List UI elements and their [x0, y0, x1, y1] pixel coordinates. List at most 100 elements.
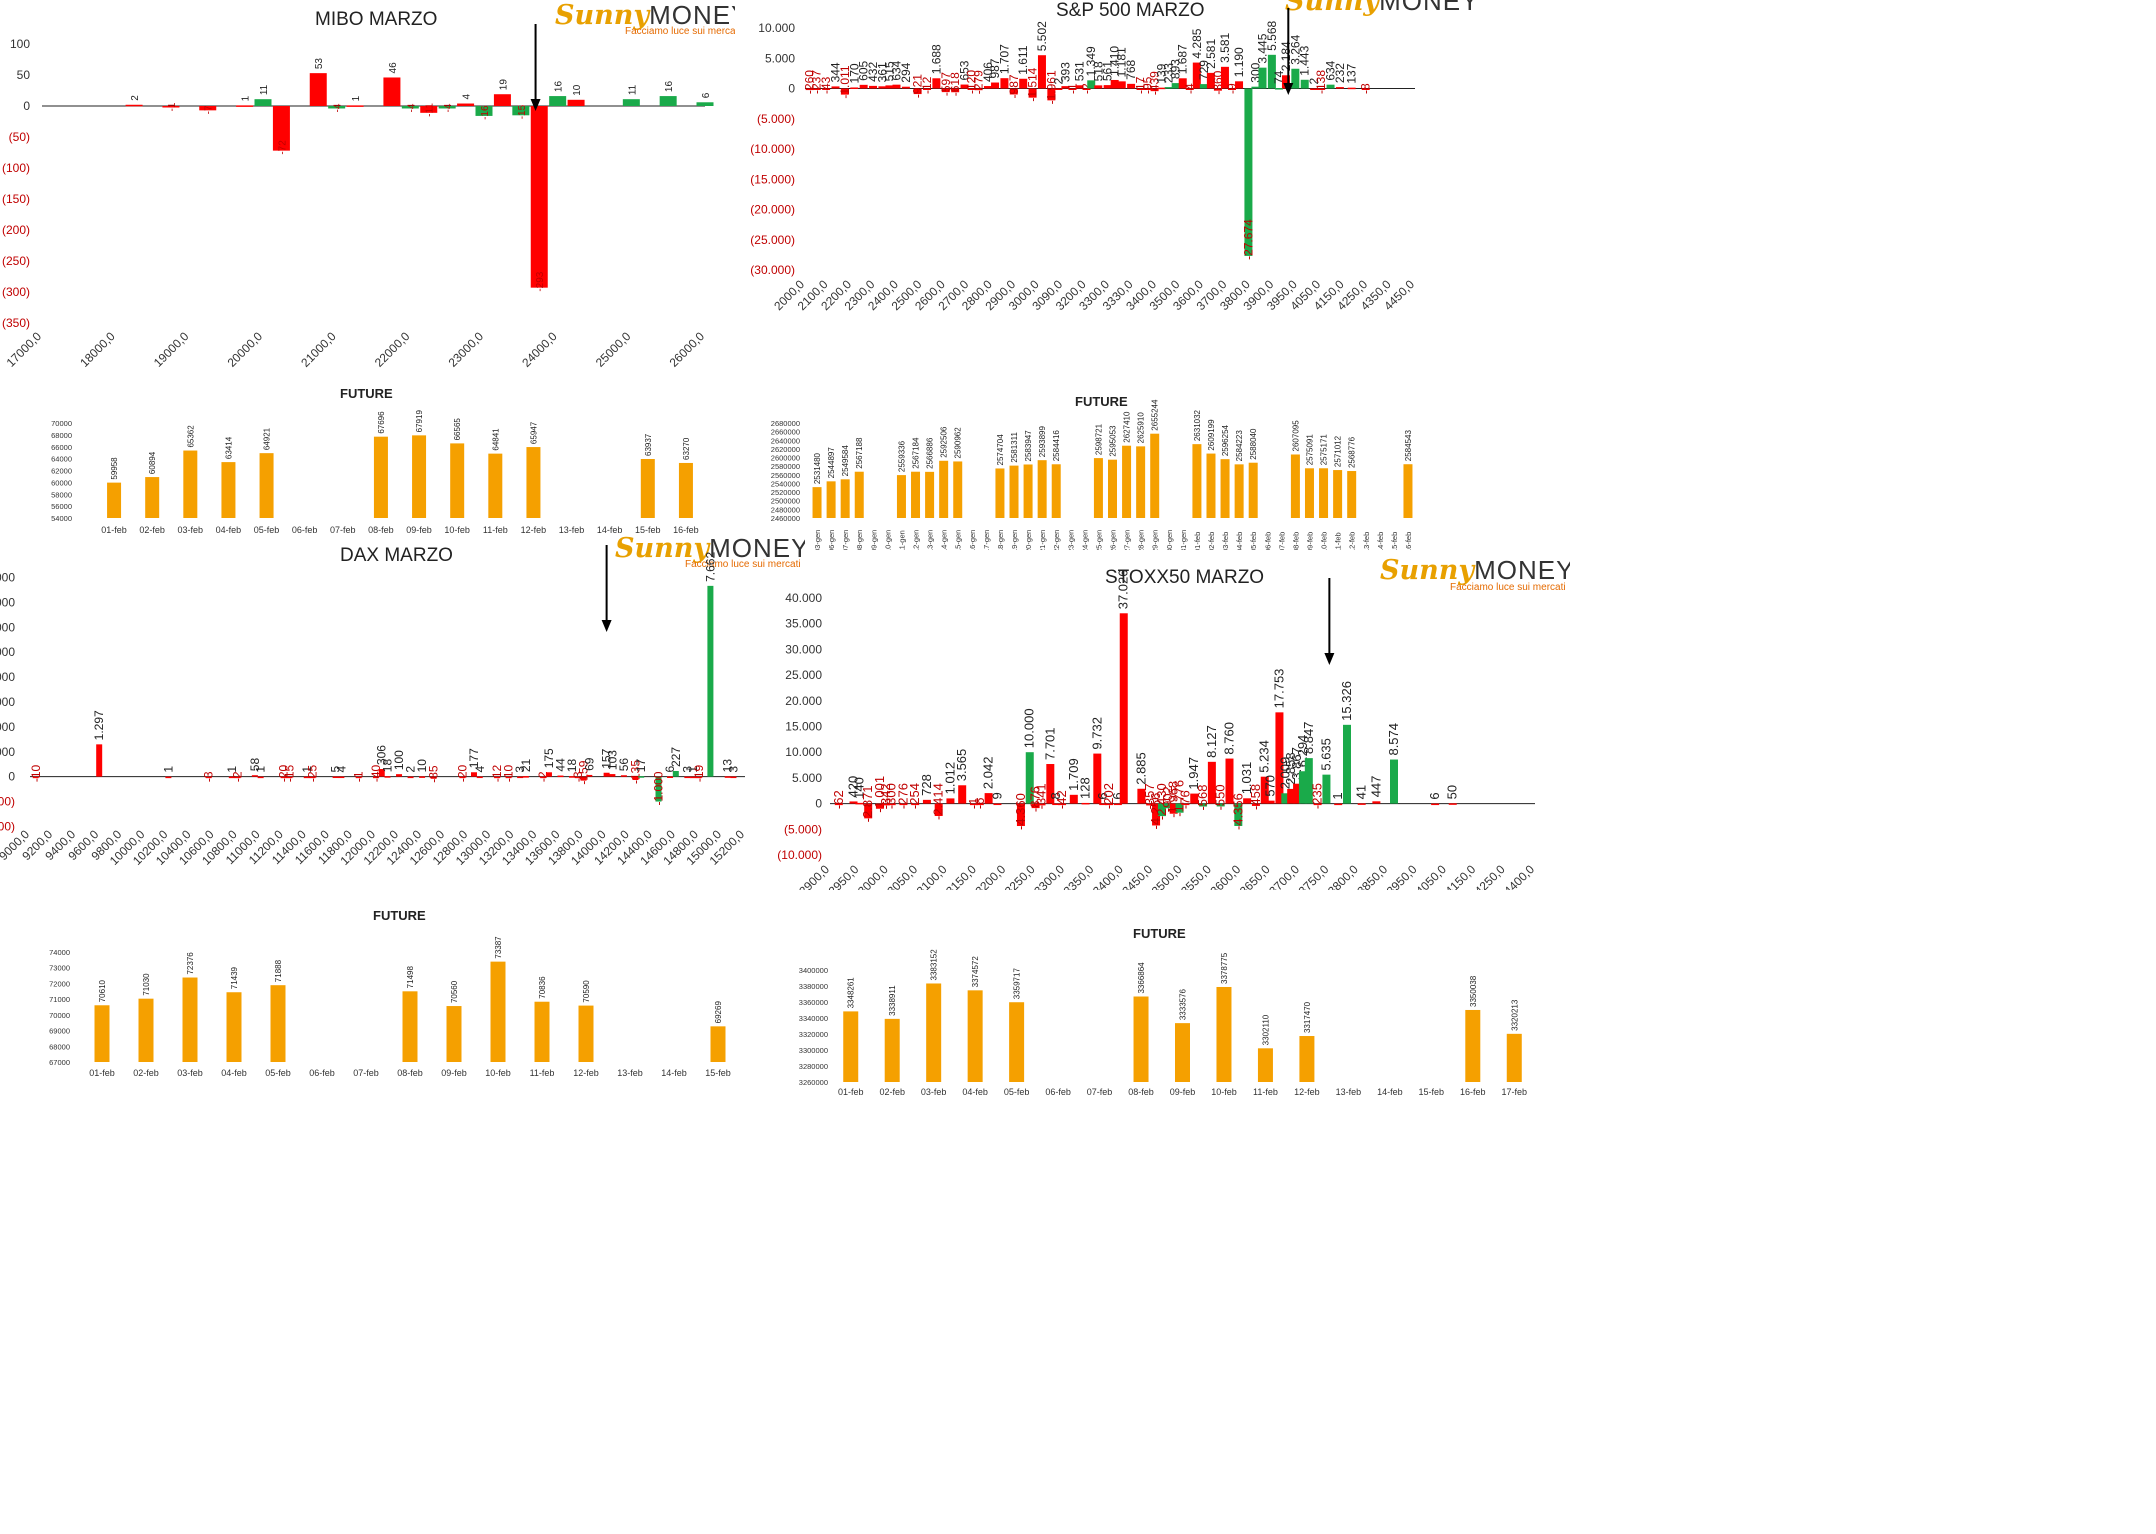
x-tick-label: 12-gen: [912, 530, 921, 550]
bar: [885, 85, 894, 89]
bar: [396, 774, 403, 777]
data-label: 1.181: [1115, 47, 1129, 77]
y-tick-label: 10.000: [785, 745, 822, 759]
x-tick-label: 18-gen: [996, 530, 1005, 550]
bar: [1093, 753, 1102, 804]
data-label: 66565: [453, 418, 462, 441]
data-label: -1.011: [838, 65, 852, 98]
x-tick-label: 09-feb: [441, 1068, 467, 1078]
data-label: 56: [617, 758, 631, 772]
data-label: 17.753: [1271, 669, 1286, 709]
data-label: 139: [1155, 63, 1169, 83]
data-label: 3383152: [930, 949, 939, 981]
y-tick-label: 100: [10, 37, 30, 51]
data-label: 3348261: [847, 977, 856, 1009]
data-label: -4.360: [1013, 793, 1028, 830]
x-tick-label: 06-gen: [827, 530, 836, 550]
chart-stoxx: STOXX50 MARZO SunnyMONEY Facciamo luce s…: [760, 550, 1570, 890]
x-tick-label: 04-feb: [962, 1087, 988, 1097]
data-label: -2: [1080, 83, 1094, 94]
x-tick-label: 05-feb: [254, 525, 280, 535]
future-bar: [270, 985, 286, 1062]
bar: [1181, 803, 1190, 806]
data-label: -341: [1034, 783, 1049, 809]
bar: [272, 106, 290, 151]
data-label: 103: [605, 750, 619, 770]
future-bar: [884, 1018, 900, 1082]
bar: [332, 776, 339, 779]
bar: [1291, 68, 1300, 89]
y-tick-label: 2680000: [771, 419, 800, 428]
x-tick-label: 08-feb: [1291, 532, 1300, 550]
y-tick-label: (20.000): [750, 203, 795, 217]
chart-title: MIBO MARZO: [315, 9, 438, 30]
y-tick-label: 64000: [51, 455, 72, 464]
y-tick-label: 000: [0, 645, 15, 659]
future-bar: [1037, 460, 1047, 518]
bar: [338, 776, 345, 779]
x-tick-label: 03-feb: [921, 1087, 947, 1097]
data-label: 175: [542, 748, 556, 768]
bar: [984, 793, 993, 804]
data-label: 2567188: [855, 437, 864, 469]
bar: [407, 776, 414, 779]
bar: [1192, 62, 1201, 89]
future-bar: [854, 471, 864, 518]
x-tick-label: 13-feb: [1362, 532, 1371, 550]
future-bar: [1009, 1002, 1025, 1082]
x-tick-label: 06-feb: [292, 525, 318, 535]
x-tick-label: 14-feb: [1376, 532, 1385, 550]
x-tick-label: 26-gen: [1109, 530, 1118, 550]
data-label: 157: [600, 748, 614, 768]
data-label: -4.356: [1230, 793, 1245, 830]
y-tick-label: 3260000: [799, 1078, 828, 1087]
bar: [831, 86, 840, 89]
data-label: -10: [29, 764, 43, 782]
future-bar: [94, 1005, 110, 1062]
bar: [1185, 88, 1194, 90]
future-bar: [1333, 470, 1343, 518]
data-label: 3378775: [1220, 952, 1229, 984]
data-label: -3: [202, 771, 216, 782]
data-label: 1: [686, 766, 700, 773]
x-tick-label: 08-gen: [855, 530, 864, 550]
future-mibo-panel: FUTURE 70000 68000 66000 64000 62000 60000 580…: [40, 375, 740, 540]
arrow-head: [601, 620, 612, 632]
x-tick-label: 17-gen: [982, 530, 991, 550]
future-bar: [678, 462, 693, 518]
future-bar: [1150, 433, 1160, 518]
x-tick-label: 07-feb: [1277, 532, 1286, 550]
bar: [1244, 88, 1253, 256]
bar: [1235, 81, 1244, 89]
bar: [620, 775, 627, 777]
chart-sp500: S&P 500 MARZO SunnyMONEY 10.000 5.000 0 (5.…: [740, 0, 1480, 330]
y-tick-label: 62000: [51, 467, 72, 476]
y-tick-label: 74000: [49, 948, 70, 957]
data-label: 2590962: [954, 427, 963, 459]
bar: [1110, 79, 1119, 89]
future-bar: [896, 475, 906, 518]
bar: [286, 776, 293, 779]
bar: [96, 744, 103, 777]
bar: [1105, 803, 1114, 806]
data-label: 2.009: [1277, 757, 1292, 790]
bar: [420, 106, 438, 113]
data-label: 70836: [538, 976, 547, 999]
data-label: 3: [726, 766, 740, 773]
data-label: 6: [1110, 792, 1125, 799]
data-label: 21: [519, 758, 533, 772]
data-label: 17: [634, 759, 648, 773]
data-label: 37.026: [1116, 570, 1131, 610]
future-title: FUTURE: [340, 386, 393, 401]
data-label: 19: [498, 79, 509, 91]
bar: [609, 774, 616, 777]
y-tick-label: 000): [0, 819, 15, 833]
data-label: 2596254: [1221, 424, 1230, 456]
bar: [470, 772, 477, 777]
bar: [1448, 803, 1457, 805]
data-label: 71030: [142, 973, 151, 996]
data-label: 8.760: [1222, 722, 1237, 755]
data-label: 1.611: [1016, 45, 1030, 74]
x-tick-label: 27-gen: [1123, 530, 1132, 550]
y-tick-label: (25.000): [750, 233, 795, 247]
